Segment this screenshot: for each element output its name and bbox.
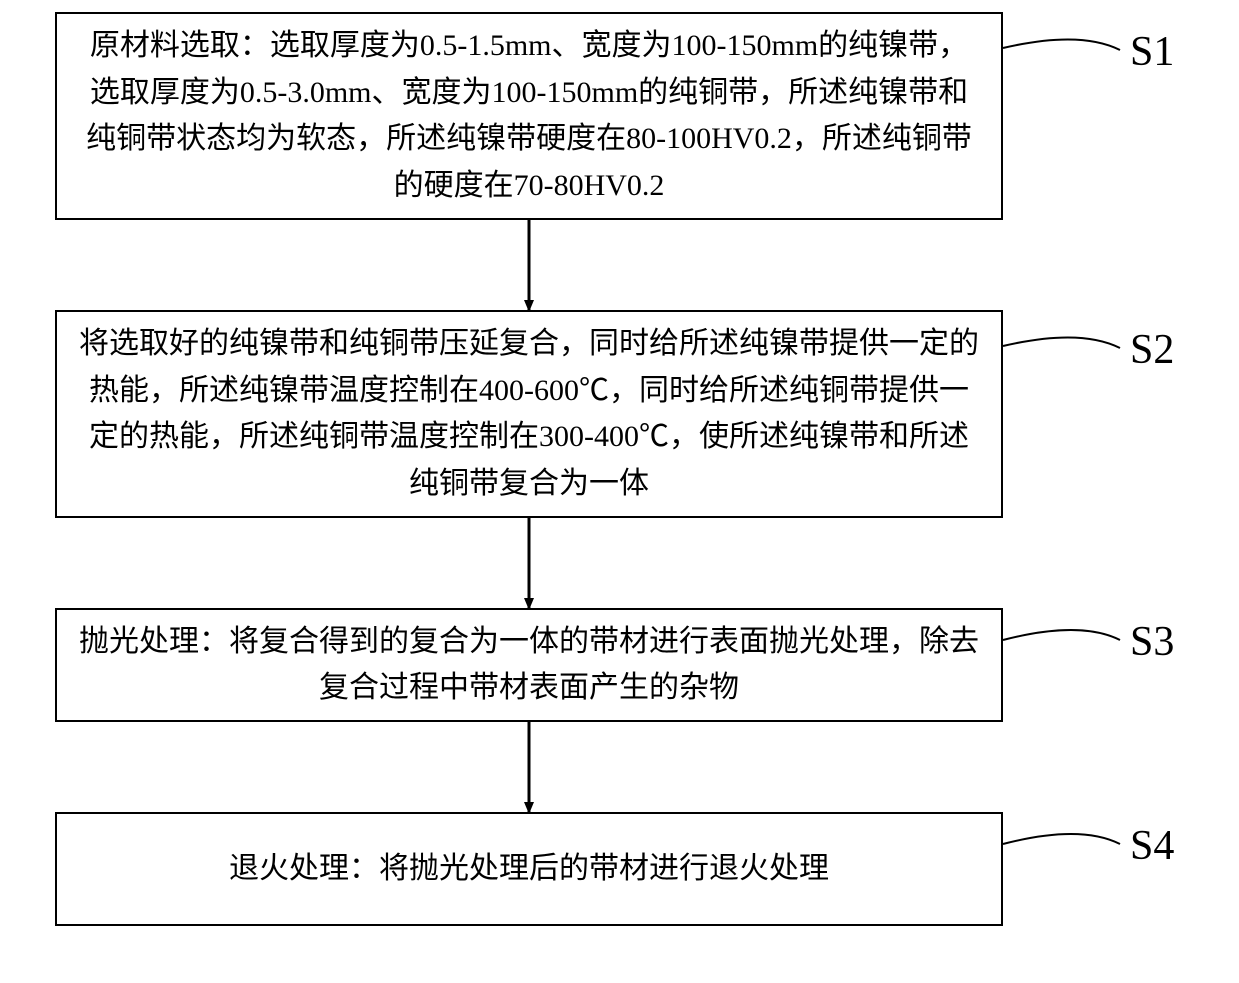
step-text-s3: 抛光处理：将复合得到的复合为一体的带材进行表面抛光处理，除去复合过程中带材表面产… (75, 619, 983, 712)
step-label-s4: S4 (1130, 822, 1174, 870)
step-box-s3: 抛光处理：将复合得到的复合为一体的带材进行表面抛光处理，除去复合过程中带材表面产… (55, 608, 1003, 722)
step-box-s1: 原材料选取：选取厚度为0.5-1.5mm、宽度为100-150mm的纯镍带，选取… (55, 12, 1003, 220)
step-label-s3: S3 (1130, 618, 1174, 666)
step-box-s4: 退火处理：将抛光处理后的带材进行退火处理 (55, 812, 1003, 926)
step-label-s2: S2 (1130, 326, 1174, 374)
step-label-s1: S1 (1130, 28, 1174, 76)
step-box-s2: 将选取好的纯镍带和纯铜带压延复合，同时给所述纯镍带提供一定的热能，所述纯镍带温度… (55, 310, 1003, 518)
step-text-s1: 原材料选取：选取厚度为0.5-1.5mm、宽度为100-150mm的纯镍带，选取… (75, 23, 983, 209)
step-text-s4: 退火处理：将抛光处理后的带材进行退火处理 (229, 846, 829, 893)
flowchart-canvas: 原材料选取：选取厚度为0.5-1.5mm、宽度为100-150mm的纯镍带，选取… (0, 0, 1239, 983)
step-text-s2: 将选取好的纯镍带和纯铜带压延复合，同时给所述纯镍带提供一定的热能，所述纯镍带温度… (75, 321, 983, 507)
